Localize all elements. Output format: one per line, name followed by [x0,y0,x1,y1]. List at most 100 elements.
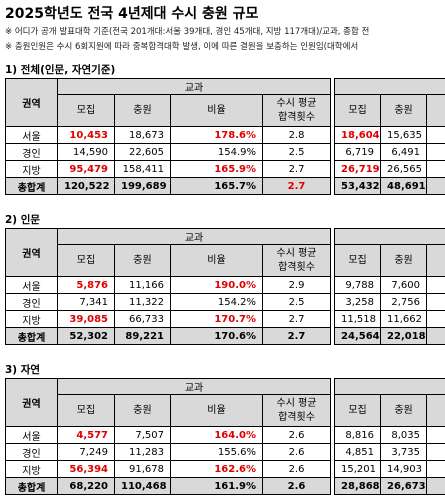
data-cell [426,293,445,311]
header-cell: 모집 [334,394,382,427]
data-cell: 22,605 [114,143,171,161]
header-cell: 비율 [170,244,263,277]
data-cell [426,460,445,478]
group-header: 교과 [56,78,332,95]
note: ※ 충원인원은 수시 6회지원에 따라 중복합격대학 발생, 이에 따른 결원을… [5,42,359,52]
data-row: 서울 4,577 7,507 164.0% 2.6 8,816 8,035 [5,426,445,444]
data-cell: 2.7 [261,310,332,328]
data-cell: 22,018 [380,327,428,345]
data-cell [426,143,445,161]
data-cell: 3,258 [334,293,382,311]
data-cell: 39,085 [57,310,115,328]
data-cell: 15,201 [334,460,382,478]
table-wrap: 권역교과종모집충원비율수시 평균 합격횟수모집충원서울10,45318,6731… [5,78,445,195]
table: 권역교과종모집충원비율수시 평균 합격횟수모집충원서울10,45318,6731… [5,78,445,195]
section-label: 3) 자연 [5,364,41,376]
data-cell: 8,816 [334,426,382,444]
data-cell: 2.6 [261,426,332,444]
data-cell: 26,673 [380,477,428,495]
header-cell: 권역 [5,228,58,277]
data-cell: 6,719 [334,143,382,161]
data-cell: 2.9 [261,276,332,294]
data-row: 지방 56,394 91,678 162.6% 2.6 15,201 14,903 [5,460,445,478]
group-header: 종 [334,378,445,395]
data-cell: 154.2% [170,293,263,311]
data-row: 총합계 120,522 199,689 165.7% 2.7 53,432 48,691 [5,177,445,195]
data-cell: 2.7 [261,327,332,345]
region-cell: 서울 [5,426,58,444]
data-cell: 2,756 [380,293,428,311]
data-cell: 120,522 [57,177,115,195]
data-cell: 2.7 [261,160,332,178]
table-wrap: 권역교과종모집충원비율수시 평균 합격횟수모집충원서울4,5777,507164… [5,378,445,495]
data-cell: 4,851 [334,443,382,461]
region-cell: 총합계 [5,177,58,195]
data-cell: 89,221 [114,327,171,345]
header-row: 모집 충원 비율 수시 평균 합격횟수 모집 충원 [6,244,445,277]
data-cell: 26,719 [334,160,382,178]
data-cell: 170.6% [170,327,263,345]
header-cell: 충원 [114,94,171,127]
region-cell: 총합계 [5,327,58,345]
header-cell: 충원 [380,94,428,127]
data-cell: 154.9% [170,143,263,161]
data-cell: 2.6 [261,477,332,495]
data-row: 경인 7,249 11,283 155.6% 2.6 4,851 3,735 [5,443,445,461]
data-cell [426,477,445,495]
header-cell: 비율 [170,94,263,127]
data-cell [426,327,445,345]
data-cell: 4,577 [57,426,115,444]
data-cell: 11,518 [334,310,382,328]
page-title: 2025학년도 전국 4년제대 수시 충원 규모 [5,6,259,22]
header-cell: 권역 [5,78,58,127]
group-header: 교과 [56,378,332,395]
data-cell [426,177,445,195]
data-cell: 165.7% [170,177,263,195]
header-row: 권역교과종 [5,228,445,345]
data-cell: 7,507 [114,426,171,444]
data-cell: 178.6% [170,126,263,144]
data-row: 경인 7,341 11,322 154.2% 2.5 3,258 2,756 [5,293,445,311]
header-cell [426,244,445,277]
data-cell: 18,673 [114,126,171,144]
data-cell: 52,302 [57,327,115,345]
group-header: 종 [334,228,445,245]
header-row: 모집 충원 비율 수시 평균 합격횟수 모집 충원 [6,394,445,427]
section-label: 2) 인문 [5,214,41,226]
data-cell: 11,322 [114,293,171,311]
data-cell: 6,491 [380,143,428,161]
data-row: 총합계 68,220 110,468 161.9% 2.6 28,868 26,673 [5,477,445,495]
data-cell: 14,903 [380,460,428,478]
data-cell: 158,411 [114,160,171,178]
data-cell: 2.6 [261,443,332,461]
data-cell: 18,604 [334,126,382,144]
section-label: 1) 전체(인문, 자연기준) [5,64,116,76]
region-cell: 서울 [5,126,58,144]
data-row: 지방 39,085 66,733 170.7% 2.7 11,518 11,662 [5,310,445,328]
data-cell: 3,735 [380,443,428,461]
data-cell: 199,689 [114,177,171,195]
data-cell: 161.9% [170,477,263,495]
header-row: 권역교과종 [5,78,445,195]
header-cell: 모집 [57,94,115,127]
region-cell: 경인 [5,293,58,311]
region-cell: 경인 [5,443,58,461]
header-cell: 모집 [334,244,382,277]
data-cell: 56,394 [57,460,115,478]
data-cell: 26,565 [380,160,428,178]
data-cell [426,426,445,444]
data-cell: 66,733 [114,310,171,328]
header-cell: 모집 [57,244,115,277]
data-cell: 15,635 [380,126,428,144]
data-cell: 7,600 [380,276,428,294]
data-cell [426,160,445,178]
data-cell: 2.5 [261,143,332,161]
data-cell: 8,035 [380,426,428,444]
data-row: 서울 10,453 18,673 178.6% 2.8 18,604 15,635 [5,126,445,144]
data-cell: 28,868 [334,477,382,495]
data-cell: 155.6% [170,443,263,461]
region-cell: 지방 [5,460,58,478]
data-cell: 165.9% [170,160,263,178]
region-cell: 지방 [5,310,58,328]
